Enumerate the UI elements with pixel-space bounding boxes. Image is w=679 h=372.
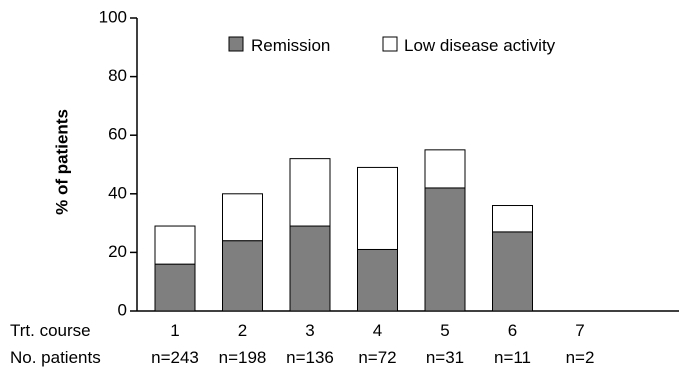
x-tick-label-course: 7	[575, 321, 584, 340]
bar-segment-remission-course-5	[424, 187, 466, 312]
y-tick-label: 20	[108, 242, 127, 261]
x-label-sample-size: n=198	[219, 348, 267, 367]
legend-swatch-remission	[228, 36, 244, 52]
y-tick-label: 0	[118, 300, 127, 319]
bar-segment-remission-course-4	[357, 248, 398, 312]
bar-segment-low-disease-activity-course-5	[424, 149, 466, 189]
x-tick-label-course: 3	[305, 321, 314, 340]
legend-label-remission: Remission	[251, 36, 330, 55]
y-axis-label: % of patients	[52, 109, 71, 215]
x-labels: 1 n=243 2 n=198 3 n=136 4 n=72 5 n=31 6 n=11 7 n=2	[151, 321, 594, 367]
bar-segment-low-disease-activity-course-6	[492, 205, 533, 233]
trt-course-row-label: Trt. course	[10, 321, 91, 340]
y-tick-label: 80	[108, 66, 127, 85]
x-label-sample-size: n=2	[566, 348, 595, 367]
bar-segment-low-disease-activity-course-1	[154, 225, 196, 265]
x-tick-label-course: 5	[440, 321, 449, 340]
y-ticks: 0 20 40 60 80 100	[99, 7, 137, 319]
x-label-sample-size: n=11	[494, 348, 531, 367]
bar-segment-remission-course-1	[154, 263, 196, 312]
x-tick-label-course: 4	[373, 321, 382, 340]
y-tick-label: 60	[108, 125, 127, 144]
x-label-sample-size: n=72	[358, 348, 396, 367]
no-patients-row-label: No. patients	[10, 348, 101, 367]
x-label-sample-size: n=243	[151, 348, 199, 367]
legend-label-low-disease-activity: Low disease activity	[404, 36, 556, 55]
bars	[154, 149, 533, 312]
bar-segment-low-disease-activity-course-2	[222, 193, 263, 242]
bar-segment-low-disease-activity-course-3	[289, 158, 331, 227]
x-tick-label-course: 2	[238, 321, 247, 340]
legend: Remission Low disease activity	[228, 36, 556, 55]
bar-segment-remission-course-2	[222, 240, 263, 312]
bar-segment-remission-course-6	[492, 231, 533, 312]
y-tick-label: 100	[99, 7, 127, 26]
x-label-sample-size: n=136	[286, 348, 334, 367]
axes	[136, 18, 679, 312]
legend-swatch-low-disease-activity	[382, 36, 398, 52]
y-tick-label: 40	[108, 183, 127, 202]
x-label-sample-size: n=31	[426, 348, 464, 367]
bar-segment-low-disease-activity-course-4	[357, 166, 398, 250]
bar-segment-remission-course-3	[289, 225, 331, 312]
x-tick-label-course: 1	[170, 321, 179, 340]
x-tick-label-course: 6	[508, 321, 517, 340]
